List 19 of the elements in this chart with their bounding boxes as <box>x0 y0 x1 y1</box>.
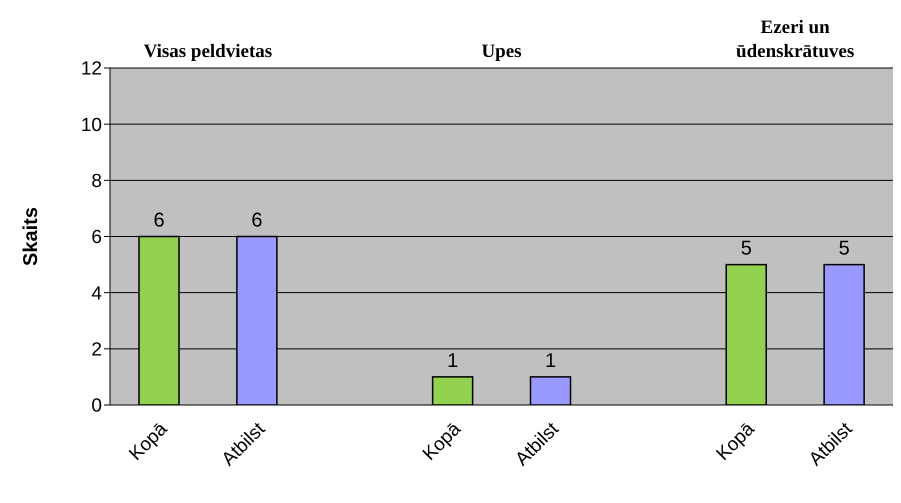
bar <box>432 376 474 405</box>
y-tick-label: 12 <box>80 58 102 80</box>
data-label: 6 <box>251 210 262 232</box>
y-tick-label: 4 <box>91 283 102 304</box>
y-axis-title: Skaits <box>20 207 42 266</box>
y-tick-label: 0 <box>91 396 102 417</box>
data-label: 1 <box>544 350 556 372</box>
y-tick-label: 8 <box>91 171 102 192</box>
y-tick-label: 6 <box>91 227 102 248</box>
data-label: 1 <box>447 350 458 372</box>
text: Ezeri un ūdenskrātuves <box>735 16 856 64</box>
text: Upes <box>481 40 522 64</box>
y-tick-label: 10 <box>80 114 102 136</box>
data-label: 5 <box>740 238 752 260</box>
y-tick-label: 2 <box>91 340 102 361</box>
bar <box>530 376 572 405</box>
data-label: 6 <box>153 210 165 232</box>
text: Visas peldvietas <box>144 40 272 64</box>
data-label: 5 <box>838 238 850 260</box>
